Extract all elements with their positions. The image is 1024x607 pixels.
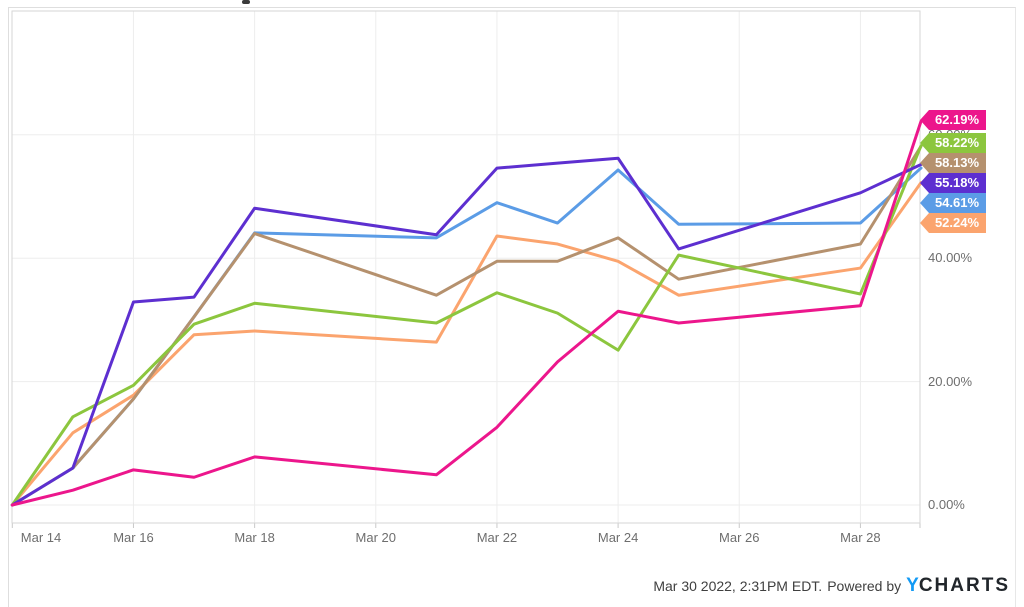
x-axis-label: Mar 28 — [840, 530, 881, 545]
x-axis-label: Mar 14 — [20, 530, 62, 545]
cropped-title-remnant — [242, 0, 250, 4]
series-value-tag: 58.22% — [920, 133, 986, 153]
series-line-55.18% — [10, 156, 923, 507]
x-axis-label: Mar 22 — [476, 530, 518, 545]
series-value-tag: 55.18% — [920, 173, 986, 193]
footer-powered-by: Powered by — [827, 578, 902, 594]
ycharts-logo-y: Y — [906, 575, 919, 596]
x-axis-label: Mar 18 — [234, 530, 275, 545]
series-line-52.24% — [10, 181, 923, 507]
series-value-tag: 54.61% — [920, 193, 986, 213]
series-value-tag: 52.24% — [920, 213, 986, 233]
chart-footer: Mar 30 2022, 2:31PM EDT. Powered by Y CHA… — [653, 574, 1010, 598]
series-line-62.19% — [10, 119, 923, 507]
x-axis-label: Mar 26 — [719, 530, 760, 545]
x-axis-label: Mar 16 — [113, 530, 154, 545]
x-axis-label: Mar 24 — [597, 530, 639, 545]
ycharts-logo: Y CHARTS — [906, 575, 1010, 597]
y-axis-label: 20.00% — [928, 373, 973, 389]
footer-timestamp: Mar 30 2022, 2:31PM EDT. — [653, 578, 823, 594]
y-axis-label: 0.00% — [928, 497, 965, 512]
series-value-tag: 58.13% — [920, 153, 986, 173]
ycharts-logo-charts: CHARTS — [918, 575, 1010, 596]
series-value-tag: 62.19% — [920, 110, 986, 130]
y-axis-label: 40.00% — [928, 250, 973, 266]
series-line-58.22% — [10, 144, 923, 507]
series-line-54.61% — [10, 166, 923, 507]
series-line-58.13% — [10, 144, 923, 507]
plot-border — [11, 10, 921, 524]
x-axis-label: Mar 20 — [355, 530, 396, 545]
